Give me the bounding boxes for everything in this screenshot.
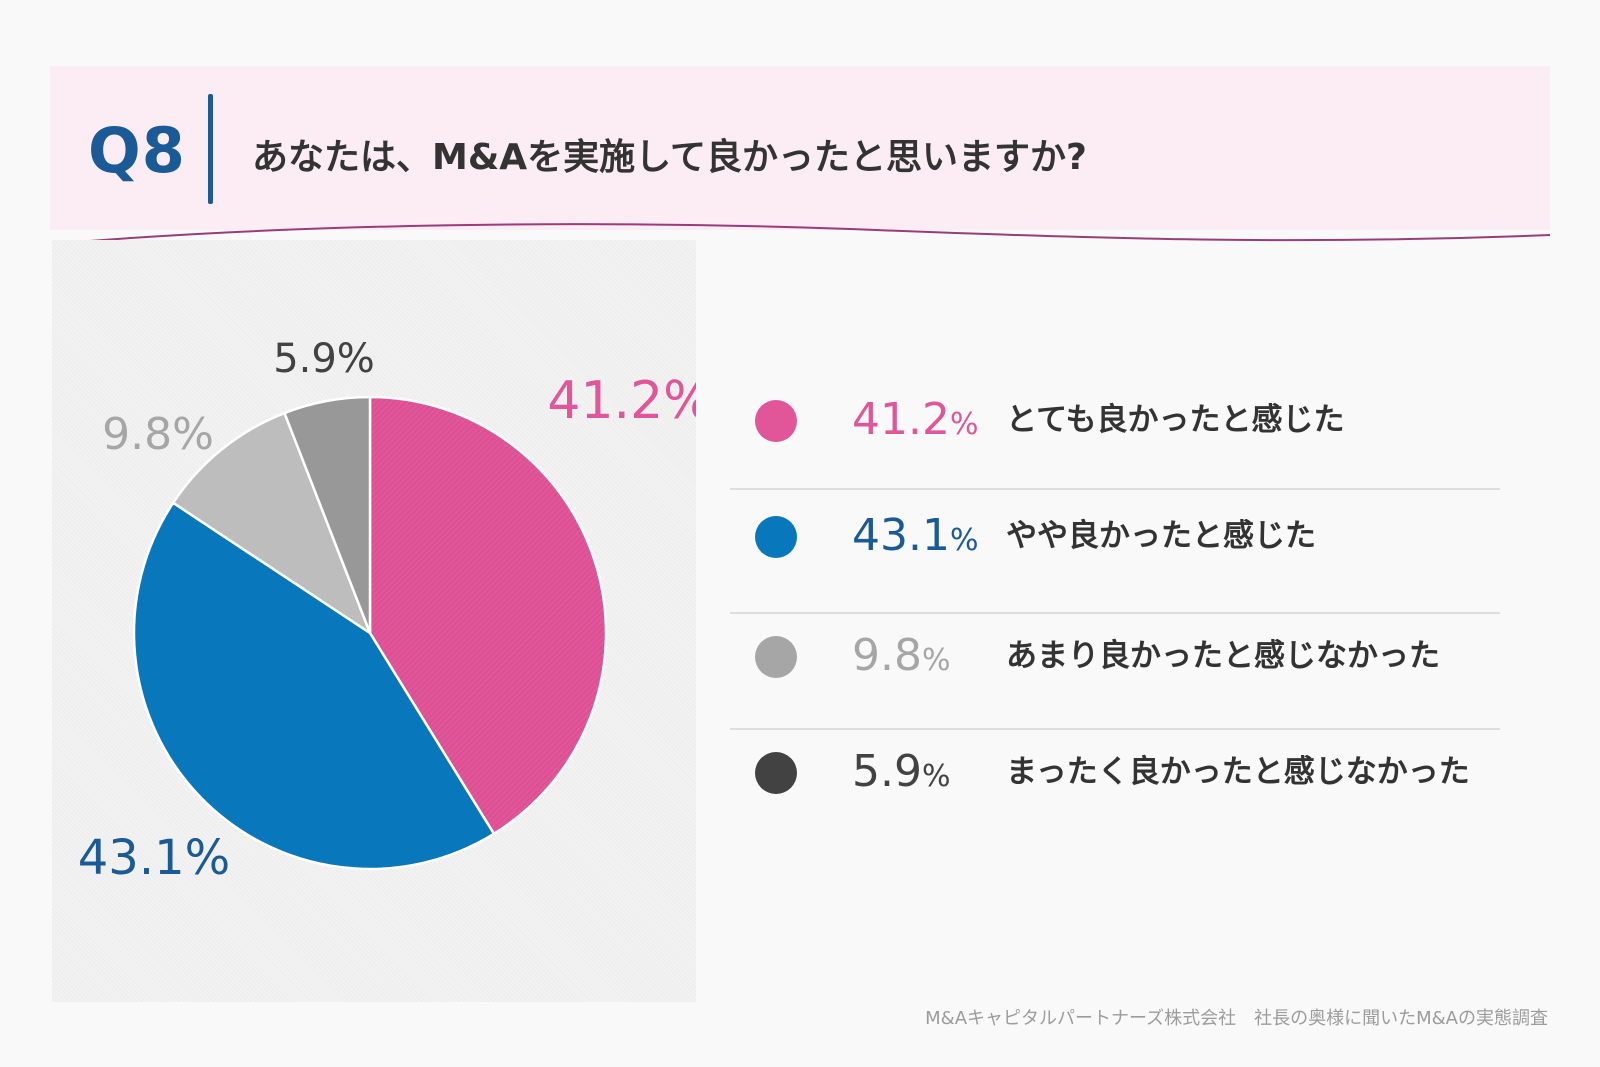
legend-percentage-number: 9.8 bbox=[852, 630, 922, 681]
pie-label-not-very-good: 9.8% bbox=[102, 409, 214, 460]
pie-slice-very-good bbox=[368, 395, 608, 836]
legend-percentage-unit: % bbox=[949, 523, 979, 558]
legend-percentage-unit: % bbox=[921, 643, 951, 678]
pie-label-somewhat-good: 43.1% bbox=[78, 830, 230, 886]
legend-row-somewhat-good: 43.1% やや良かったと感じた bbox=[730, 506, 1500, 566]
pie-label-not-good-at-all: 5.9% bbox=[273, 336, 375, 382]
legend-percentage: 9.8% bbox=[852, 626, 951, 691]
legend-percentage: 41.2% bbox=[852, 390, 978, 455]
legend-percentage-number: 5.9 bbox=[852, 746, 922, 797]
pie-slice-not-very-good bbox=[171, 411, 373, 637]
legend-percentage-unit: % bbox=[921, 759, 951, 794]
header-divider bbox=[208, 94, 213, 204]
legend-divider bbox=[730, 612, 1500, 614]
pie-chart: 41.2% 43.1% 9.8% 5.9% bbox=[78, 336, 696, 886]
legend-percentage-unit: % bbox=[949, 407, 979, 442]
legend-dot bbox=[755, 400, 797, 442]
legend-label: とても良かったと感じた bbox=[1006, 402, 1345, 438]
legend-dot bbox=[755, 516, 797, 558]
legend-percentage: 43.1% bbox=[852, 506, 978, 571]
legend-dot bbox=[755, 752, 797, 794]
chart-panel: 41.2% 43.1% 9.8% 5.9% bbox=[52, 240, 696, 1002]
question-header: Q8 あなたは、M&Aを実施して良かったと思いますか? bbox=[50, 66, 1550, 230]
legend-dot bbox=[755, 636, 797, 678]
legend-row-very-good: 41.2% とても良かったと感じた bbox=[730, 390, 1500, 450]
legend-divider bbox=[730, 728, 1500, 730]
legend-label: あまり良かったと感じなかった bbox=[1006, 638, 1440, 674]
pie-slice-somewhat-good bbox=[132, 501, 496, 871]
header-wave-line bbox=[51, 223, 1551, 245]
question-number: Q8 bbox=[88, 114, 186, 187]
legend-percentage-number: 41.2 bbox=[852, 394, 950, 445]
legend-percentage: 5.9% bbox=[852, 742, 951, 807]
legend-divider bbox=[730, 488, 1500, 490]
legend-row-not-good-at-all: 5.9% まったく良かったと感じなかった bbox=[730, 742, 1500, 802]
pie-label-very-good: 41.2% bbox=[547, 371, 696, 431]
pie-slice-not-good-at-all bbox=[282, 395, 372, 634]
source-credit: M&Aキャピタルパートナーズ株式会社 社長の奥様に聞いたM&Aの実態調査 bbox=[925, 1008, 1548, 1029]
legend-label: やや良かったと感じた bbox=[1006, 518, 1316, 554]
legend-label: まったく良かったと感じなかった bbox=[1006, 754, 1470, 790]
question-text: あなたは、M&Aを実施して良かったと思いますか? bbox=[252, 137, 1087, 178]
legend-row-not-very-good: 9.8% あまり良かったと感じなかった bbox=[730, 626, 1500, 686]
legend-percentage-number: 43.1 bbox=[852, 510, 950, 561]
